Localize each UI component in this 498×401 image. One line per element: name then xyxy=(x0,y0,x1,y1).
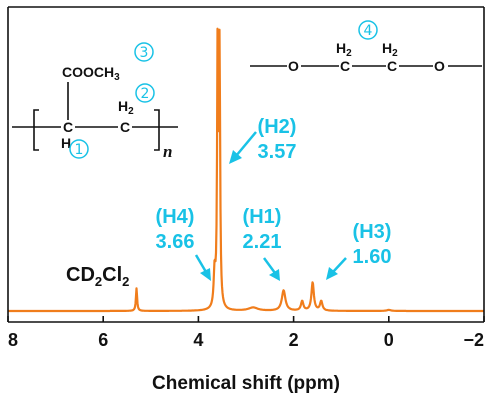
marker-1-text: 1 xyxy=(75,142,84,158)
backbone-c1: C xyxy=(63,119,73,135)
marker-3-circle xyxy=(134,42,154,62)
arrow-h3 xyxy=(332,257,347,273)
peo-o1: O xyxy=(288,58,299,74)
peo-h2: H2 xyxy=(382,40,398,59)
backbone-h: H xyxy=(61,135,71,151)
marker-4-text: 4 xyxy=(364,23,373,39)
x-tick-label: 8 xyxy=(8,330,18,350)
marker-4: 4 xyxy=(358,20,378,40)
peo-h1: H2 xyxy=(336,40,352,59)
solvent-label: CD2Cl2 xyxy=(66,264,129,289)
x-tick-label: 6 xyxy=(98,330,108,350)
arrow-h3-head xyxy=(326,267,338,280)
marker-3: 3 xyxy=(134,42,154,62)
x-axis-label: Chemical shift (ppm) xyxy=(152,373,340,394)
solvent-label-prefix: CD xyxy=(66,264,95,286)
annotation-h1-value: 2.21 xyxy=(243,231,282,253)
annotation-h3-value: 1.60 xyxy=(353,246,392,268)
x-tick-label: 2 xyxy=(289,330,299,350)
repeat-n: n xyxy=(163,142,172,161)
marker-1: 1 xyxy=(69,139,89,159)
peo-c1: C xyxy=(340,58,350,74)
peak-annotations: (H2) 3.57 (H4) 3.66 (H1) 2.21 (H3) 1.60 xyxy=(156,116,392,268)
marker-2: 2 xyxy=(135,83,155,103)
ester-group-text: COOCH3 xyxy=(62,64,120,83)
backbone-c2: C xyxy=(120,119,130,135)
annotation-h4-label: (H4) xyxy=(156,206,195,228)
arrow-h2-head xyxy=(229,150,242,164)
arrow-h1-head xyxy=(269,269,280,281)
annotation-h2-label: (H2) xyxy=(258,116,297,138)
peo-c2: C xyxy=(387,58,397,74)
peo-o2: O xyxy=(434,58,445,74)
marker-2-text: 2 xyxy=(141,86,150,102)
arrow-h4-head xyxy=(200,268,211,281)
arrow-h1 xyxy=(262,257,277,274)
marker-1-circle xyxy=(69,139,89,159)
solvent-label-sub1: 2 xyxy=(95,274,102,289)
annotation-h3-label: (H3) xyxy=(353,221,392,243)
ch2-h-text: H2 xyxy=(118,98,134,117)
annotation-h4-value: 3.66 xyxy=(156,231,195,253)
arrow-h2 xyxy=(235,131,257,157)
solvent-label-sub2: 2 xyxy=(122,274,129,289)
annotation-h2-value: 3.57 xyxy=(258,141,297,163)
x-tick-label: −2 xyxy=(463,330,484,350)
bracket-right xyxy=(154,109,160,151)
marker-2-circle xyxy=(135,83,155,103)
arrow-h4 xyxy=(194,254,208,273)
annotation-h1-label: (H1) xyxy=(243,206,282,228)
marker-3-text: 3 xyxy=(140,45,149,61)
peo-structure: O C C O H2 H2 4 xyxy=(250,20,482,74)
x-ticks: 8 6 4 2 0 −2 xyxy=(7,316,485,350)
annotation-arrows xyxy=(194,131,347,281)
x-tick-label: 0 xyxy=(384,330,394,350)
x-tick-label: 4 xyxy=(193,330,203,350)
bracket-left xyxy=(33,109,39,151)
marker-4-circle xyxy=(358,20,378,40)
solvent-label-mid: Cl xyxy=(102,264,122,286)
spectrum-line xyxy=(7,27,485,313)
polymer-structure: COOCH3 H2 C C H n 1 2 3 xyxy=(12,42,178,161)
